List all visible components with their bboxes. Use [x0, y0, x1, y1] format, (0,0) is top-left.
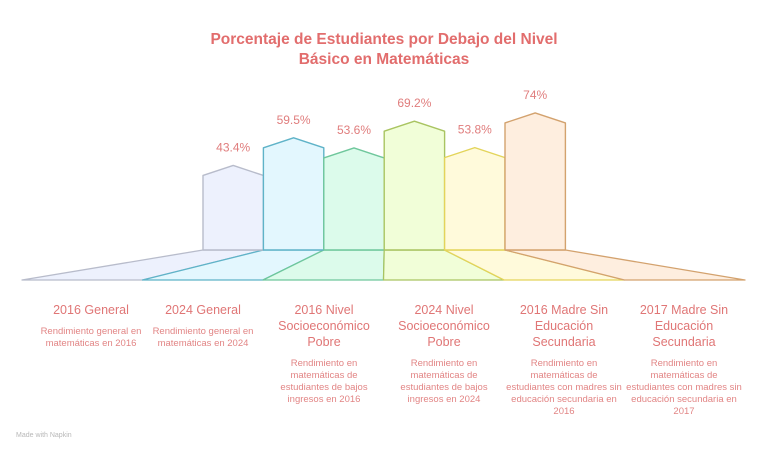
category-4: 2024 Nivel Socioeconómico Pobre Rendimie… [385, 302, 503, 406]
value-labels: 43.4% 59.5% 53.6% 69.2% 53.8% 74% [216, 88, 547, 155]
category-description: Rendimiento en matemáticas de estudiante… [280, 358, 368, 405]
category-title: 2016 Nivel Socioeconómico Pobre [278, 303, 370, 349]
category-description: Rendimiento en matemáticas de estudiante… [400, 358, 488, 405]
category-title: 2016 General [53, 303, 129, 317]
footer-credit: Made with Napkin [16, 432, 72, 439]
bar [202, 164, 265, 251]
category-5: 2016 Madre Sin Educación Secundaria Rend… [505, 302, 623, 418]
category-title: 2024 General [165, 303, 241, 317]
category-description: Rendimiento general en matemáticas en 20… [152, 326, 254, 349]
perspective-base [21, 249, 746, 281]
value-label: 74% [523, 88, 547, 102]
category-1: 2016 General Rendimiento general en mate… [32, 302, 150, 350]
category-description: Rendimiento en matemáticas de estudiante… [506, 358, 622, 417]
value-label: 69.2% [397, 96, 431, 110]
category-6: 2017 Madre Sin Educación Secundaria Rend… [625, 302, 743, 418]
chart-title-line-1: Porcentaje de Estudiantes por Debajo del… [210, 31, 558, 48]
bar [504, 112, 567, 251]
category-title: 2024 Nivel Socioeconómico Pobre [398, 303, 490, 349]
bars [202, 112, 567, 251]
chart-title: Porcentaje de Estudiantes por Debajo del… [0, 30, 768, 70]
category-description: Rendimiento general en matemáticas en 20… [40, 326, 142, 349]
value-label: 43.4% [216, 140, 250, 154]
bar [262, 137, 325, 251]
category-title: 2016 Madre Sin Educación Secundaria [519, 303, 609, 349]
category-description: Rendimiento en matemáticas de estudiante… [626, 358, 742, 417]
bar [443, 146, 506, 251]
chart-title-line-2: Básico en Matemáticas [298, 51, 470, 68]
bar [383, 120, 446, 251]
category-3: 2016 Nivel Socioeconómico Pobre Rendimie… [265, 302, 383, 406]
value-label: 53.8% [458, 123, 492, 137]
value-label: 59.5% [277, 113, 311, 127]
value-label: 53.6% [337, 123, 371, 137]
category-title: 2017 Madre Sin Educación Secundaria [639, 303, 729, 349]
category-2: 2024 General Rendimiento general en mate… [144, 302, 262, 350]
bar [323, 147, 385, 251]
